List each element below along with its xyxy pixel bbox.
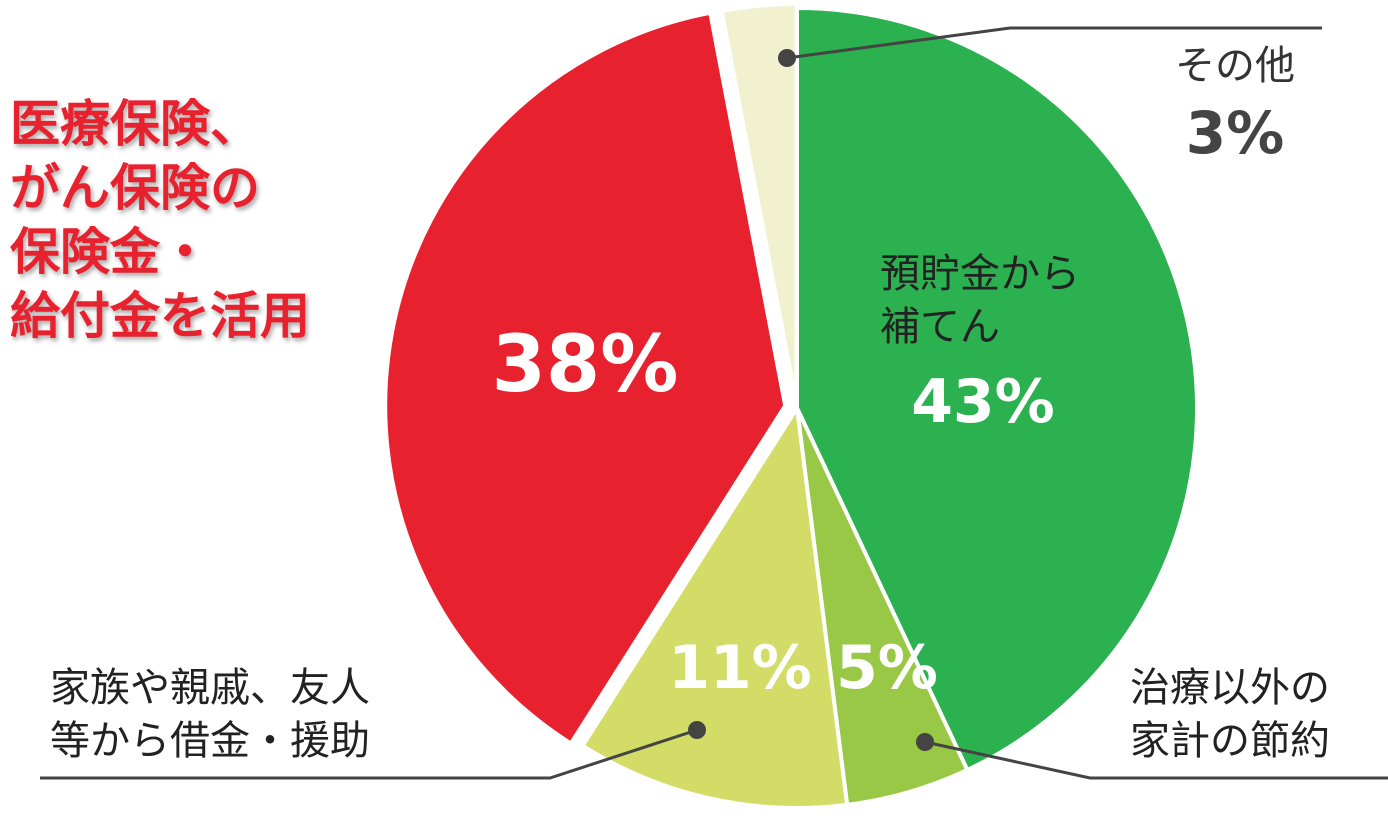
- leader-line: [924, 740, 1388, 780]
- value-label: 38%: [491, 320, 679, 410]
- leader-dot: [916, 733, 934, 751]
- category-label: 預貯金から 補てん: [880, 251, 1080, 350]
- category-label: その他: [1175, 43, 1295, 89]
- value-label: 11%: [668, 633, 812, 703]
- pie-slice: [719, 2, 799, 405]
- slices: [383, 2, 1199, 810]
- value-label: 5%: [836, 633, 938, 703]
- leader-dot: [778, 49, 796, 67]
- pie-slice: [383, 10, 788, 747]
- value-label: 43%: [911, 367, 1055, 437]
- leaders: [40, 26, 1388, 780]
- pie-slice: [795, 5, 1199, 773]
- leader-line: [40, 728, 698, 780]
- category-label: 医療保険、 がん保険の 保険金・ 給付金を活用: [10, 95, 310, 345]
- leader-line: [786, 26, 1322, 60]
- category-label: 家族や親戚、友人 等から借金・援助: [50, 665, 370, 764]
- pie-slice: [579, 402, 850, 810]
- category-label: 治療以外の 家計の節約: [1130, 665, 1330, 764]
- leader-dot: [688, 721, 706, 739]
- value-label: 3%: [1185, 99, 1285, 167]
